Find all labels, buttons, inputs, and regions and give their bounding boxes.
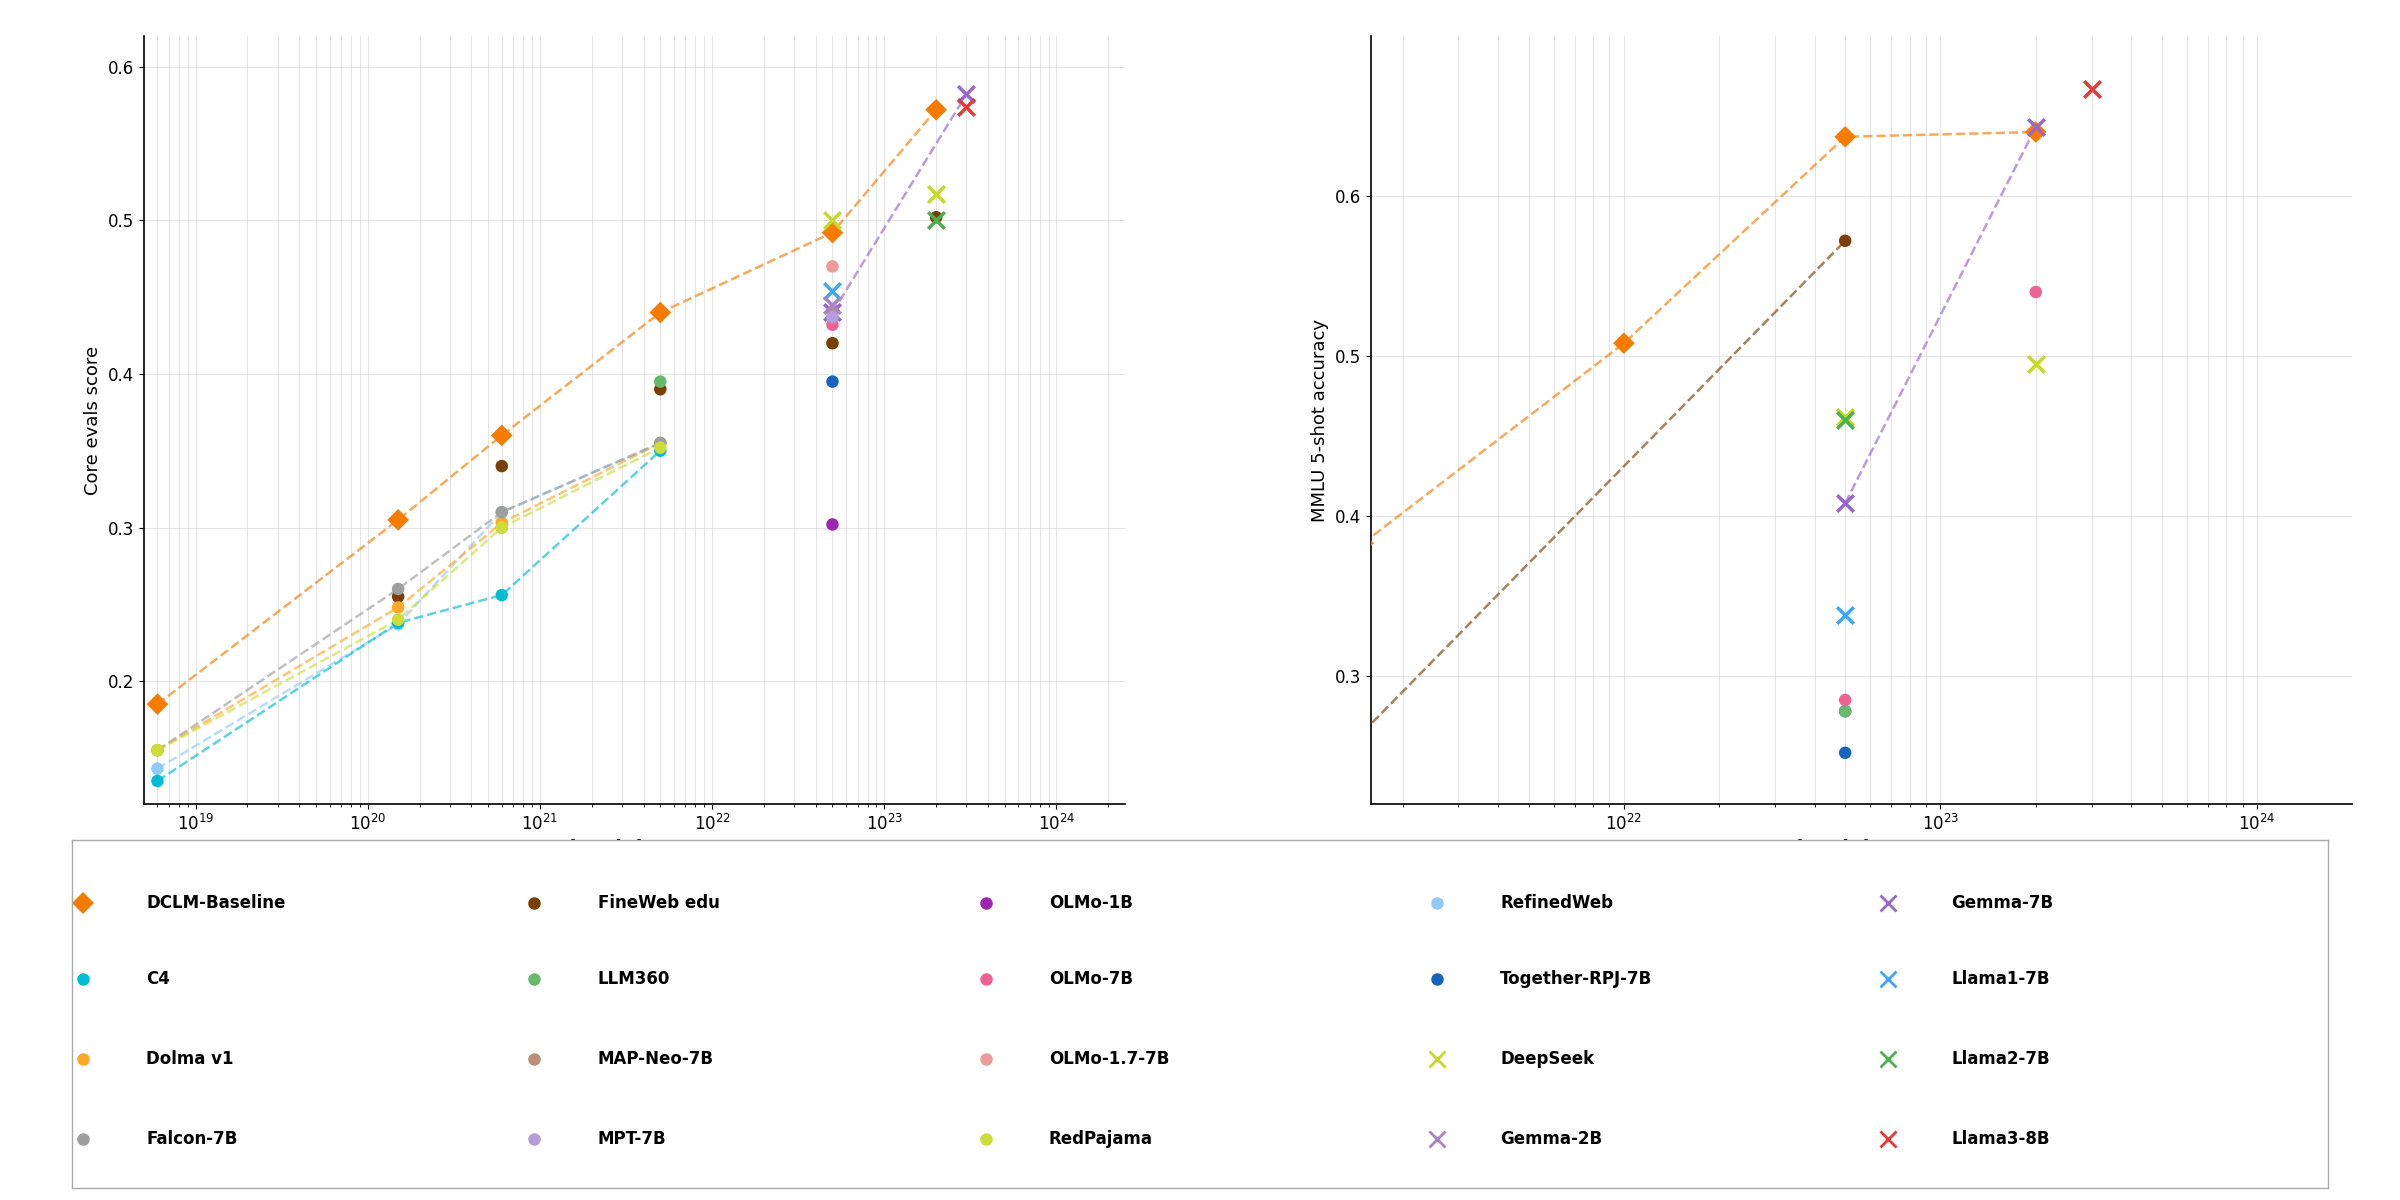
Point [379,580,418,599]
Point [1344,726,1382,745]
Point [948,97,986,116]
Point [814,307,852,326]
Point [1826,702,1865,721]
Text: MPT-7B: MPT-7B [598,1130,667,1148]
Point [1826,410,1865,430]
Point [1344,722,1382,742]
Y-axis label: Core evals score: Core evals score [84,346,103,494]
X-axis label: Total training FLOPS: Total training FLOPS [523,839,746,858]
Point [641,379,679,398]
Point [1826,407,1865,426]
Point [379,510,418,529]
Point [482,503,521,522]
Point [139,740,178,760]
Point [1344,738,1382,757]
Text: Together-RPJ-7B: Together-RPJ-7B [1500,970,1651,989]
Point [1344,534,1382,553]
Point [1826,606,1865,625]
Point [917,185,955,204]
Point [482,514,521,533]
Point [2071,79,2110,98]
Text: Gemma-7B: Gemma-7B [1951,894,2054,912]
Point [1826,743,1865,762]
Point [917,100,955,119]
Point [641,442,679,461]
Point [641,433,679,452]
Point [814,302,852,322]
Text: OLMo-7B: OLMo-7B [1049,970,1133,989]
Point [482,456,521,475]
Point [814,316,852,335]
Text: C4: C4 [146,970,170,989]
Point [482,426,521,445]
Text: OLMo-1B: OLMo-1B [1049,894,1133,912]
Point [641,372,679,391]
Point [379,613,418,632]
Point [2016,118,2054,137]
Point [139,760,178,779]
Point [482,518,521,538]
Point [641,302,679,322]
Point [139,695,178,714]
Point [948,85,986,104]
Point [139,740,178,760]
Point [814,257,852,276]
Point [139,772,178,791]
Text: Dolma v1: Dolma v1 [146,1050,233,1068]
Text: OLMo-1.7-7B: OLMo-1.7-7B [1049,1050,1169,1068]
Point [1826,690,1865,709]
Text: Llama1-7B: Llama1-7B [1951,970,2050,989]
Point [917,208,955,227]
Point [1826,232,1865,251]
Y-axis label: MMLU 5-shot accuracy: MMLU 5-shot accuracy [1310,318,1330,522]
Point [917,211,955,230]
Point [482,586,521,605]
Text: DeepSeek: DeepSeek [1500,1050,1594,1068]
Point [1826,493,1865,512]
Text: DCLM-Baseline: DCLM-Baseline [146,894,286,912]
Text: Falcon-7B: Falcon-7B [146,1130,238,1148]
Point [379,587,418,606]
Point [814,211,852,230]
Text: Llama3-8B: Llama3-8B [1951,1130,2050,1148]
Text: RefinedWeb: RefinedWeb [1500,894,1613,912]
Point [1344,737,1382,756]
Text: Llama2-7B: Llama2-7B [1951,1050,2050,1068]
Point [1344,726,1382,745]
Point [379,598,418,617]
Point [814,223,852,242]
Point [482,503,521,522]
Text: FineWeb edu: FineWeb edu [598,894,720,912]
Point [379,610,418,629]
Point [1826,702,1865,721]
Point [2016,354,2054,373]
Point [2016,122,2054,142]
Text: LLM360: LLM360 [598,970,670,989]
Point [814,295,852,314]
X-axis label: Total training FLOPS: Total training FLOPS [1750,839,1973,858]
Point [2016,282,2054,301]
Point [641,433,679,452]
Point [482,518,521,538]
Point [814,281,852,300]
Point [641,433,679,452]
Point [139,740,178,760]
Point [379,614,418,634]
Point [814,372,852,391]
Text: Gemma-2B: Gemma-2B [1500,1130,1603,1148]
Point [1826,127,1865,146]
Point [814,515,852,534]
Point [1606,334,1644,353]
Point [814,302,852,322]
Point [814,334,852,353]
Point [641,438,679,457]
Text: RedPajama: RedPajama [1049,1130,1152,1148]
Text: MAP-Neo-7B: MAP-Neo-7B [598,1050,713,1068]
